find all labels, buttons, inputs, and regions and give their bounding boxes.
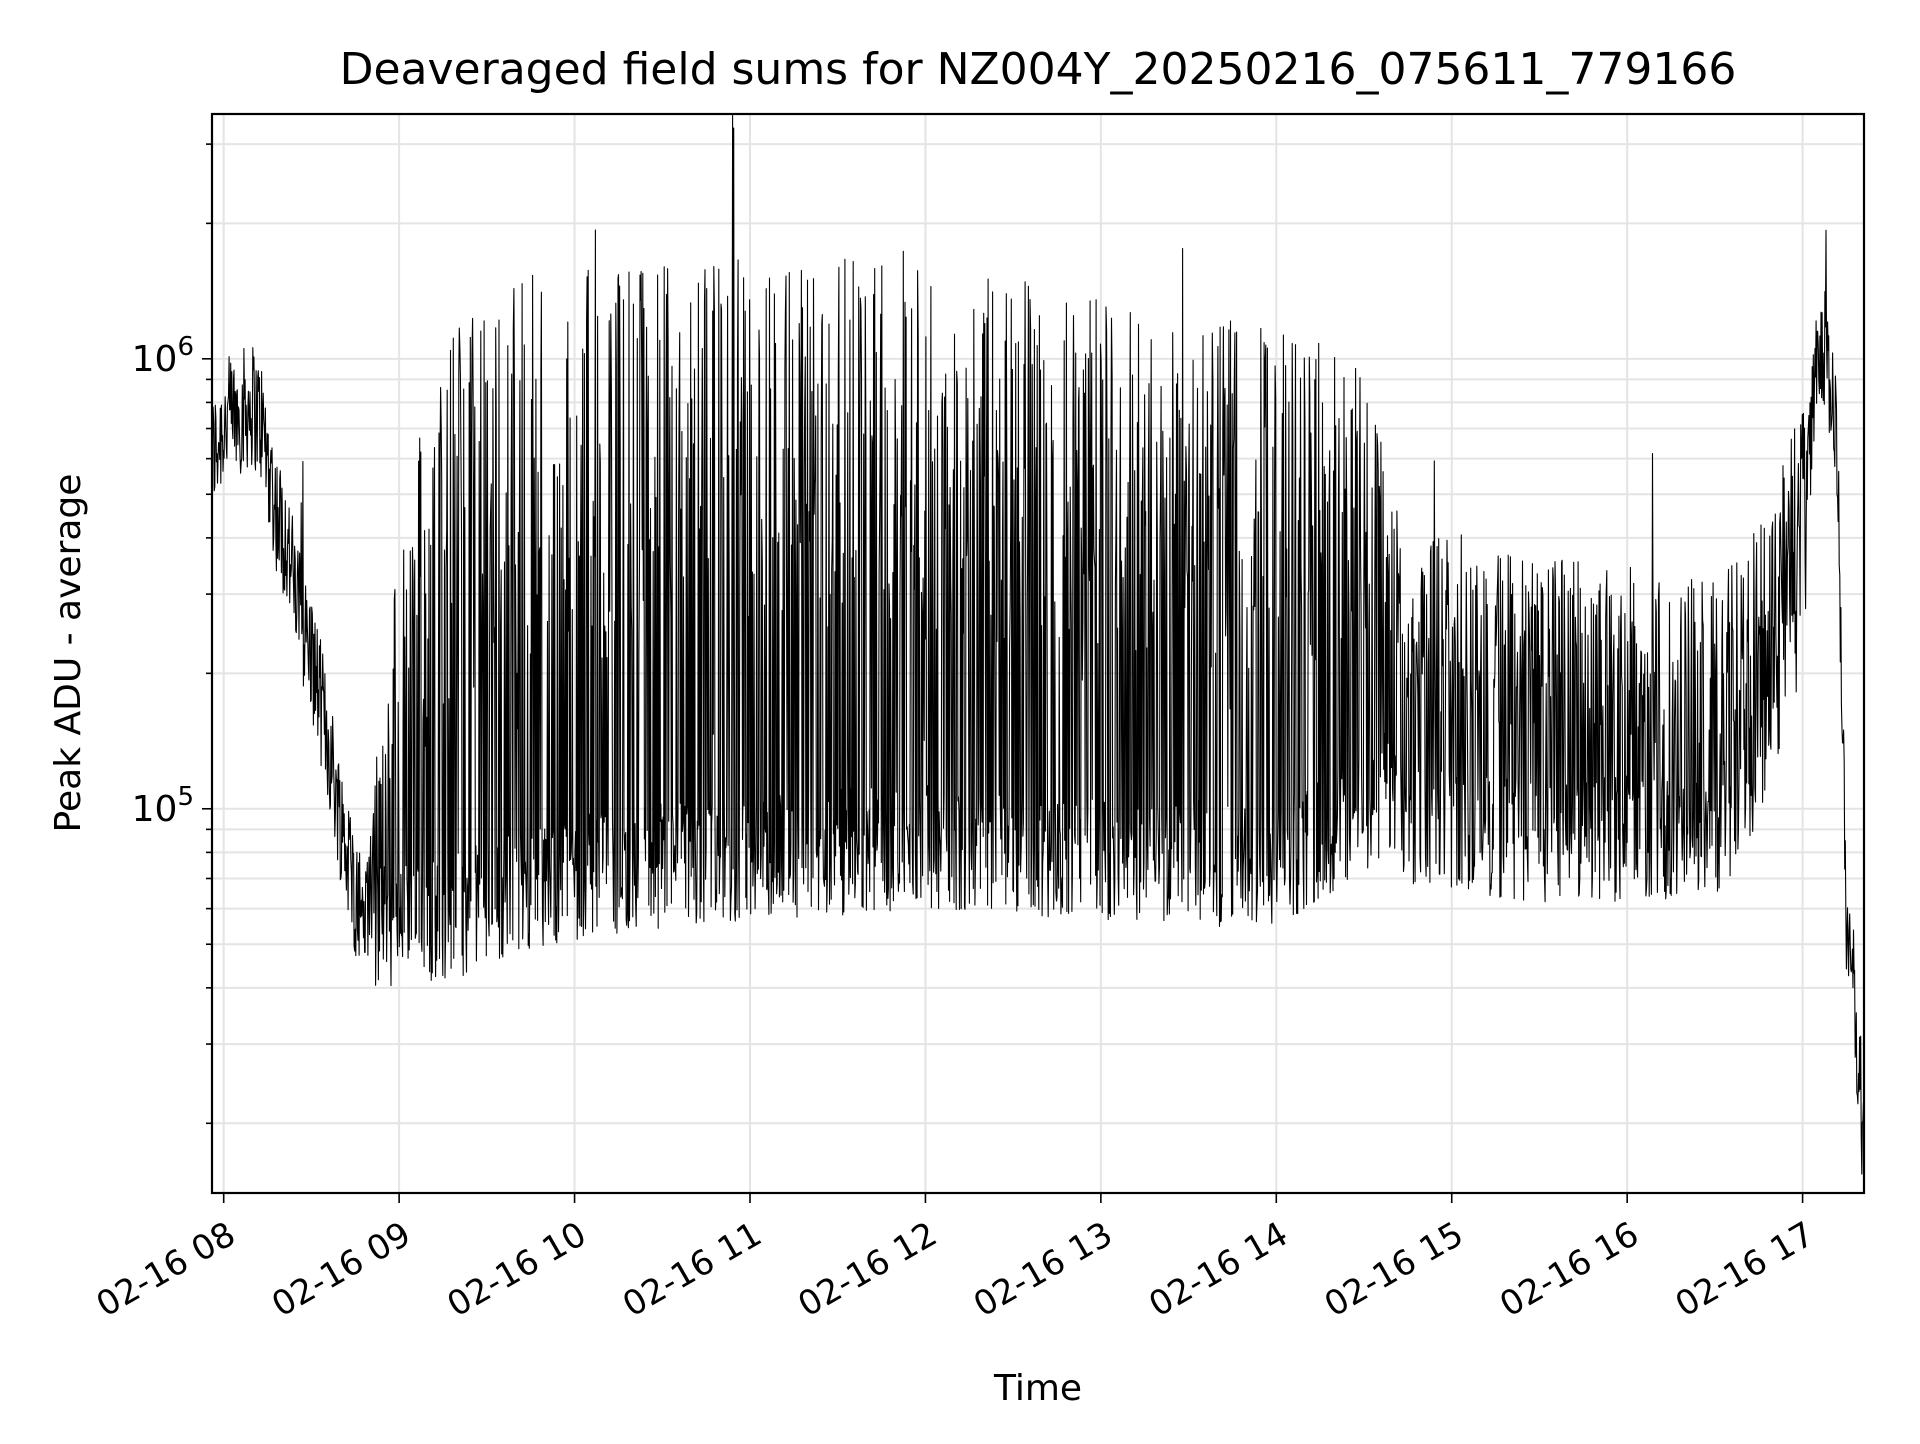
y-tick-label: 106: [132, 332, 194, 380]
y-axis-label: Peak ADU - average: [48, 474, 89, 833]
plot-frame: [210, 112, 1866, 1195]
x-axis-label: Time: [993, 1368, 1082, 1409]
series-layer: [211, 114, 1865, 1175]
series-line: [211, 114, 1865, 1175]
y-tick-label: 105: [132, 782, 194, 830]
chart-title: Deaveraged field sums for NZ004Y_2025021…: [340, 44, 1737, 95]
